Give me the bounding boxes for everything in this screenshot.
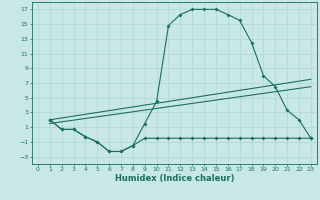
X-axis label: Humidex (Indice chaleur): Humidex (Indice chaleur): [115, 174, 234, 183]
